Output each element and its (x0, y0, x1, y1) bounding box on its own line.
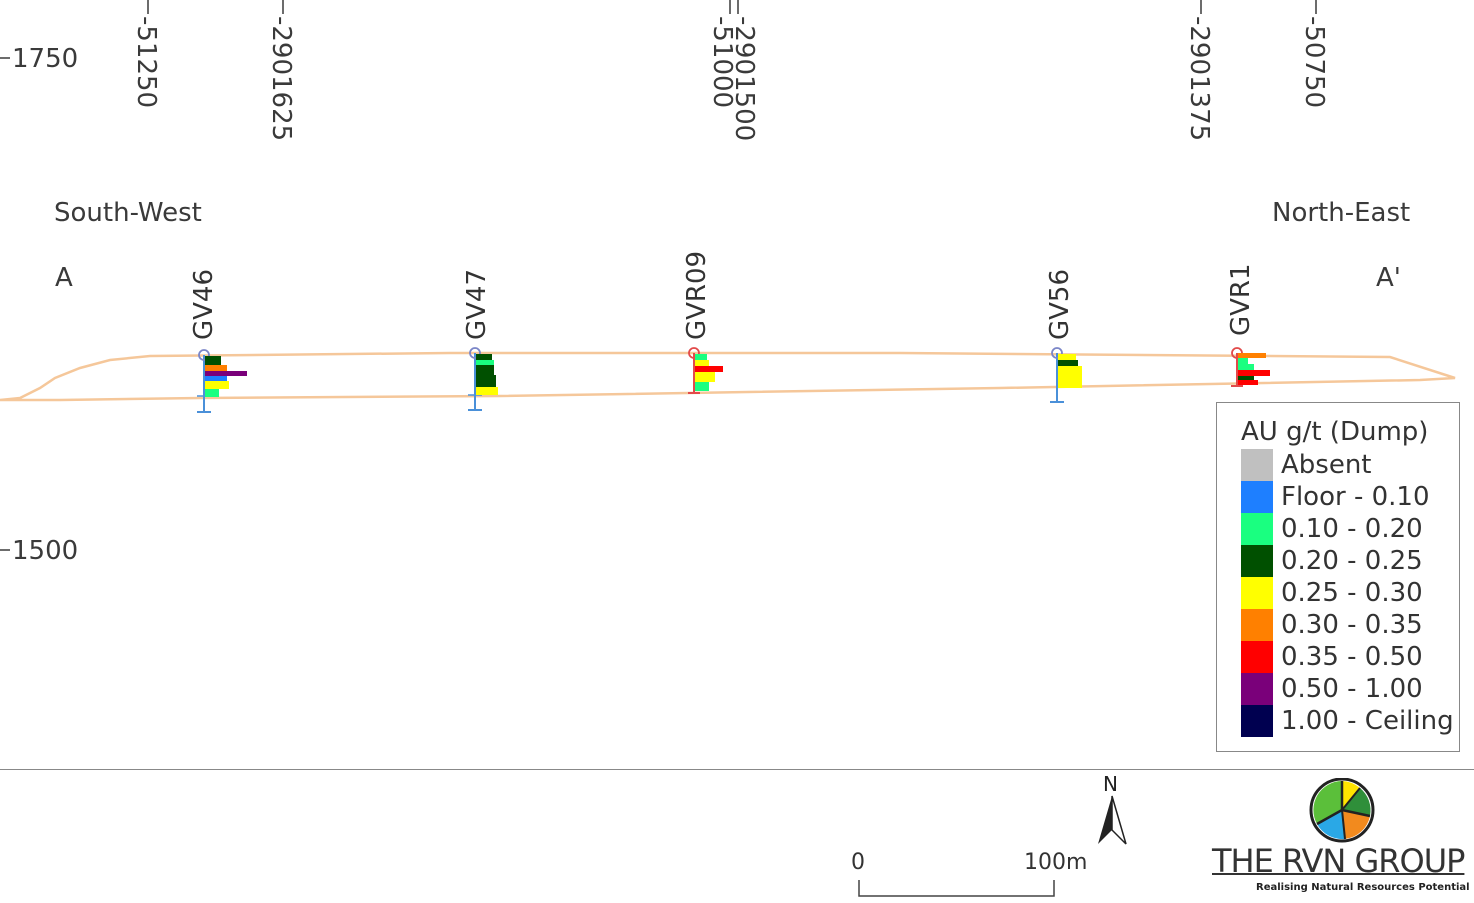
easting-label-50750: -50750 (1299, 16, 1329, 108)
legend-label: 0.35 - 0.50 (1281, 642, 1423, 672)
north-arrow-icon (1098, 795, 1127, 845)
drillhole-gv46[interactable] (197, 349, 247, 413)
coordinate-labels: -51250 -2901625 -51000 -2901500 -2901375… (131, 0, 1329, 141)
hole-label-gv47: GV47 (462, 269, 492, 340)
north-label: N (1103, 772, 1118, 796)
legend-item: Floor - 0.10 (1241, 481, 1429, 513)
legend-label: 0.20 - 0.25 (1281, 546, 1423, 576)
legend-title: AU g/t (Dump) (1241, 417, 1429, 447)
elevation-label-1500: 1500 (12, 536, 78, 566)
legend-swatch (1241, 609, 1273, 641)
scale-bar-line (858, 880, 1055, 897)
rvn-group-logo-icon (1309, 778, 1375, 843)
collar-icon (1051, 347, 1063, 359)
legend-label: 0.10 - 0.20 (1281, 514, 1423, 544)
legend-item: 0.35 - 0.50 (1241, 641, 1423, 673)
logo-tagline: Realising Natural Resources Potential (1256, 882, 1470, 893)
legend-swatch (1241, 481, 1273, 513)
scale-bar: 0 100m (840, 850, 1100, 900)
legend-label: 0.25 - 0.30 (1281, 578, 1423, 608)
direction-label-north-east: North-East (1272, 198, 1411, 228)
legend-swatch (1241, 513, 1273, 545)
legend-swatch (1241, 641, 1273, 673)
collar-icon (198, 349, 210, 361)
legend-item: Absent (1241, 449, 1372, 481)
elevation-label-1750: 1750 (12, 44, 78, 74)
section-end-label: A' (1376, 263, 1401, 293)
logo-name: THE RVN GROUP (1212, 842, 1465, 880)
scale-end-label: 100m (1024, 850, 1088, 875)
legend-swatch (1241, 545, 1273, 577)
northing-label-2901625: -2901625 (266, 16, 296, 141)
legend-label: 0.30 - 0.35 (1281, 610, 1423, 640)
legend-item: 0.30 - 0.35 (1241, 609, 1423, 641)
easting-label-51250: -51250 (131, 16, 161, 108)
cross-section-view: 1750 1500 -51250 -2901625 -51000 -290150… (0, 0, 1456, 566)
dump-outline (0, 351, 1456, 402)
elevation-labels: 1750 1500 (0, 44, 78, 566)
legend-item: 0.50 - 1.00 (1241, 673, 1423, 705)
hole-label-gvr09: GVR09 (682, 251, 712, 340)
drillhole-gv56[interactable] (1050, 347, 1082, 403)
hole-label-gv46: GV46 (189, 269, 219, 340)
direction-label-south-west: South-West (54, 198, 202, 228)
drillhole-gv47[interactable] (468, 347, 498, 411)
legend-item: 0.10 - 0.20 (1241, 513, 1423, 545)
northing-label-2901375: -2901375 (1184, 16, 1214, 141)
map-divider (0, 769, 1474, 770)
hole-label-gvr1: GVR1 (1226, 263, 1256, 336)
legend-swatch (1241, 577, 1273, 609)
legend-label: 1.00 - Ceiling (1281, 706, 1454, 736)
northing-label-2901500: -2901500 (729, 16, 759, 141)
legend-label: Floor - 0.10 (1281, 482, 1430, 512)
legend-swatch (1241, 449, 1273, 481)
legend-label: 0.50 - 1.00 (1281, 674, 1423, 704)
legend-swatch (1241, 673, 1273, 705)
easting-label-51000: -51000 (707, 16, 737, 108)
legend-item: 0.25 - 0.30 (1241, 577, 1423, 609)
grade-legend: AU g/t (Dump) Absent Floor - 0.10 0.10 - 0… (1216, 402, 1460, 752)
collar-icon (469, 347, 481, 359)
section-start-label: A (55, 263, 73, 293)
scale-start-label: 0 (851, 850, 865, 875)
legend-label: Absent (1281, 450, 1372, 480)
legend-item: 1.00 - Ceiling (1241, 705, 1454, 737)
drillhole-gvr09[interactable] (688, 347, 723, 394)
legend-item: 0.20 - 0.25 (1241, 545, 1423, 577)
hole-label-gv56: GV56 (1045, 269, 1075, 340)
collar-icon (688, 347, 700, 359)
legend-swatch (1241, 705, 1273, 737)
drillhole-gvr1[interactable] (1231, 347, 1270, 387)
